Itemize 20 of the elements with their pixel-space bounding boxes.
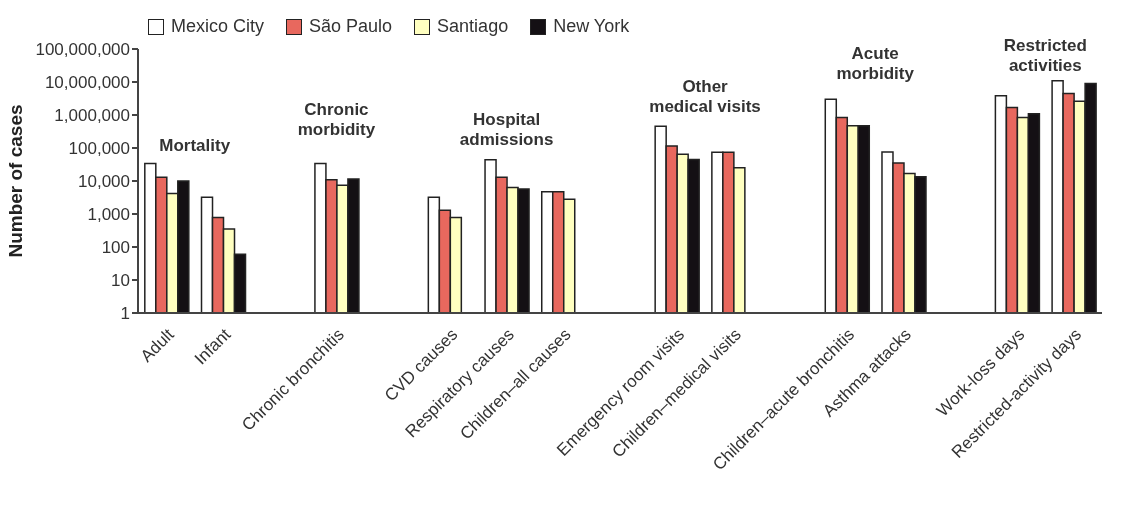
y-tick-label: 10,000 — [78, 172, 130, 192]
y-tick-label: 10,000,000 — [44, 73, 130, 93]
y-tick-label: 100 — [101, 238, 130, 258]
y-tick-label: 1 — [120, 304, 130, 324]
y-tick-label: 1,000 — [87, 205, 130, 225]
legend-label: São Paulo — [309, 16, 393, 37]
y-tick-label: 100,000,000 — [35, 40, 130, 60]
y-tick-label: 10 — [111, 271, 130, 291]
legend-label: Santiago — [437, 16, 509, 37]
legend-label: Mexico City — [171, 16, 265, 37]
y-tick-label: 100,000 — [68, 139, 130, 159]
annotation: Chronic morbidity — [297, 99, 376, 139]
annotation: Restricted activities — [1003, 35, 1087, 75]
annotation: Acute morbidity — [836, 44, 915, 84]
annotation: Hospital admissions — [459, 110, 554, 150]
legend-label: New York — [553, 16, 630, 37]
y-tick-label: 1,000,000 — [54, 106, 130, 126]
annotation: Other medical visits — [649, 77, 761, 117]
y-axis-title: Number of cases — [4, 104, 26, 258]
annotation: Mortality — [159, 136, 231, 156]
